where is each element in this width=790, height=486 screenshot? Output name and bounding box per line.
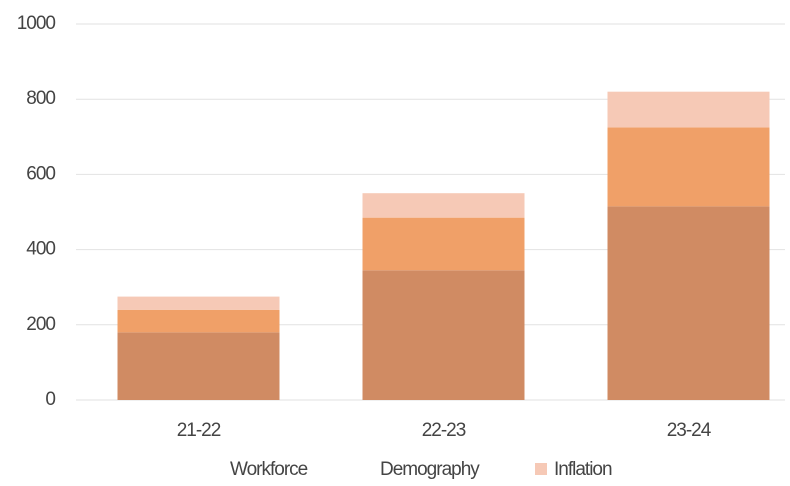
bar-segment: [117, 296, 280, 310]
bar-segment: [362, 193, 525, 218]
bar-segment: [362, 270, 525, 400]
x-tick-label: 23-24: [667, 420, 712, 441]
bar-segment: [117, 332, 280, 400]
legend-label: Inflation: [554, 459, 612, 480]
y-tick-label: 600: [26, 163, 55, 184]
y-tick-label: 1000: [17, 13, 56, 34]
bar-segment: [362, 217, 525, 271]
legend-label: Demography: [380, 459, 480, 480]
x-tick-label: 21-22: [177, 420, 221, 441]
y-tick-label: 400: [26, 239, 55, 260]
y-tick-label: 0: [45, 389, 55, 410]
bar-segment: [607, 206, 770, 400]
legend-label: Workforce: [230, 459, 308, 480]
bar-segment: [607, 127, 770, 207]
bar-segment: [607, 91, 770, 128]
legend-swatch: [535, 463, 547, 475]
y-tick-label: 800: [26, 88, 55, 109]
bar-segment: [117, 309, 280, 333]
x-tick-label: 22-23: [422, 420, 466, 441]
y-tick-label: 200: [26, 314, 55, 335]
